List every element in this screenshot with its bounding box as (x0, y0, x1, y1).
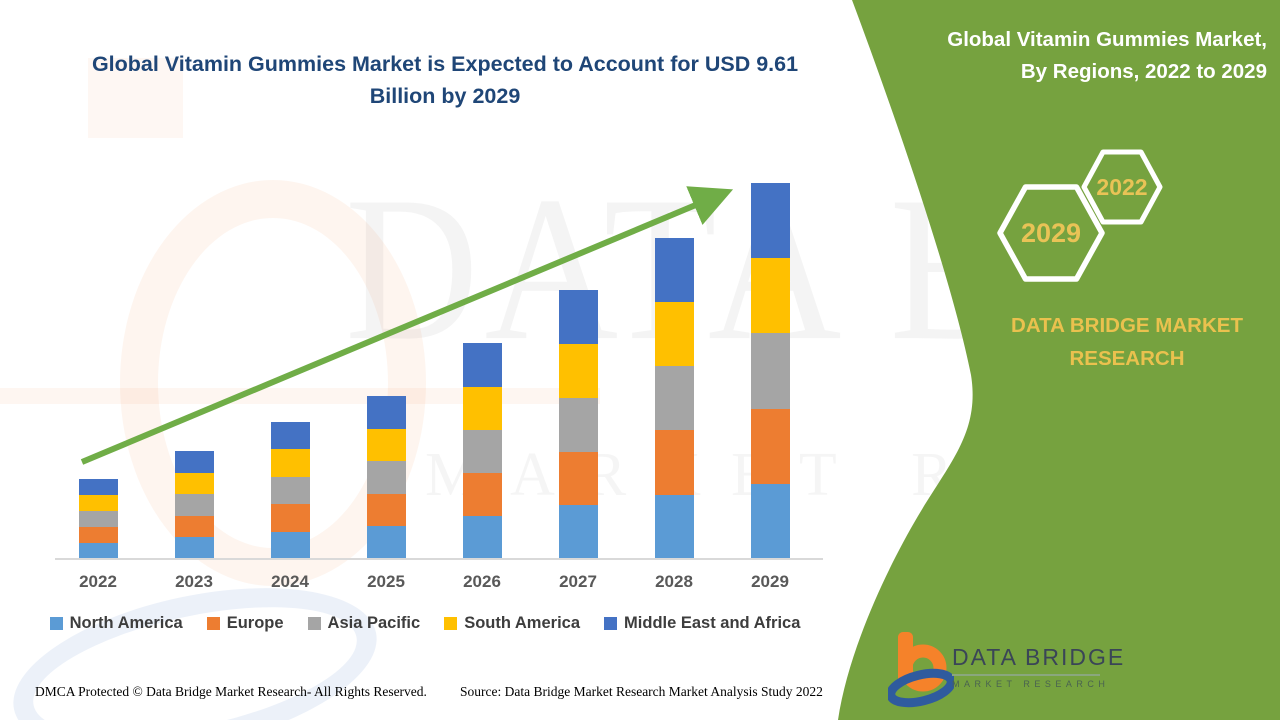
legend-label: Middle East and Africa (624, 614, 801, 632)
bar-slot-2026 (434, 167, 530, 559)
bar-segment-2024-middle-east-and-africa (270, 421, 310, 450)
stacked-bar-2024 (270, 421, 310, 559)
bar-segment-2022-north-america (78, 542, 118, 559)
logo-divider (952, 674, 1100, 676)
bar-segment-2028-asia-pacific (654, 366, 694, 431)
bar-segment-2028-middle-east-and-africa (654, 237, 694, 302)
logo-subtitle: MARKET RESEARCH (952, 678, 1110, 689)
databridge-logo-icon (888, 632, 954, 708)
bar-segment-2029-asia-pacific (750, 333, 790, 409)
bar-segment-2027-asia-pacific (558, 397, 598, 452)
bar-segment-2024-asia-pacific (270, 476, 310, 505)
bar-segment-2023-south-america (174, 472, 214, 495)
legend-swatch (604, 617, 618, 630)
stacked-bar-2026 (462, 343, 502, 559)
bar-slot-2022 (50, 167, 146, 559)
bar-segment-2029-north-america (750, 483, 790, 559)
chart-legend: North America Europe Asia Pacific South Ame… (0, 614, 850, 633)
bar-segment-2022-middle-east-and-africa (78, 478, 118, 495)
source-note: Source: Data Bridge Market Research Mark… (460, 684, 823, 699)
x-axis-label-2029: 2029 (751, 572, 789, 591)
x-axis-label-2024: 2024 (271, 572, 309, 591)
databridge-logo: DATA BRIDGE MARKET RESEARCH (888, 628, 1126, 716)
stacked-bar-2022 (78, 478, 118, 559)
bar-slot-2023 (146, 167, 242, 559)
dmca-notice: DMCA Protected © Data Bridge Market Rese… (35, 684, 427, 699)
panel-brand-text: DATA BRIDGE MARKET RESEARCH (1011, 314, 1243, 370)
bar-segment-2023-asia-pacific (174, 494, 214, 516)
bar-segment-2023-middle-east-and-africa (174, 451, 214, 473)
stacked-bar-2029 (750, 182, 790, 559)
bar-segment-2022-asia-pacific (78, 510, 118, 527)
x-axis-label-2025: 2025 (367, 572, 405, 591)
bar-segment-2027-europe (558, 451, 598, 506)
legend-swatch (307, 617, 321, 630)
bar-segment-2024-europe (270, 504, 310, 532)
legend-item-europe: Europe (206, 614, 284, 633)
bar-segment-2028-europe (654, 430, 694, 495)
stacked-bar-2027 (558, 290, 598, 559)
bar-segment-2022-europe (78, 526, 118, 543)
bar-segment-2026-middle-east-and-africa (462, 343, 502, 387)
logo-name: DATA BRIDGE (952, 644, 1126, 670)
chart-plot-area (50, 167, 818, 559)
x-axis-labels: 2022 2023 2024 2025 2026 2027 2028 2029 (50, 572, 818, 592)
legend-label: Asia Pacific (327, 614, 421, 632)
legend-label: Europe (226, 614, 284, 632)
bar-segment-2027-north-america (558, 505, 598, 559)
bar-slot-2027 (530, 167, 626, 559)
legend-item-north-america: North America (49, 614, 183, 633)
hexagon-badges: 2022 2029 (997, 149, 1163, 282)
bar-segment-2025-north-america (366, 526, 406, 559)
stacked-bar-2023 (174, 451, 214, 559)
legend-swatch (49, 617, 63, 630)
bar-segment-2022-south-america (78, 494, 118, 511)
bar-segment-2027-south-america (558, 344, 598, 398)
legend-item-asia-pacific: Asia Pacific (307, 614, 421, 633)
hexagon-2022-label: 2022 (1096, 174, 1147, 200)
legend-swatch (444, 617, 458, 630)
x-axis-label-2023: 2023 (175, 572, 213, 591)
bar-segment-2029-middle-east-and-africa (750, 182, 790, 258)
x-axis-label-2027: 2027 (559, 572, 597, 591)
bar-segment-2026-europe (462, 472, 502, 516)
bar-segment-2026-south-america (462, 386, 502, 430)
legend-label: North America (69, 614, 183, 632)
chart-title: Global Vitamin Gummies Market is Expecte… (91, 52, 799, 109)
x-axis-line (55, 558, 823, 560)
x-axis-label-2026: 2026 (463, 572, 501, 591)
x-axis-label-2022: 2022 (79, 572, 117, 591)
panel-heading: Global Vitamin Gummies Market, By Region… (947, 28, 1267, 83)
bar-segment-2024-north-america (270, 531, 310, 559)
bar-slot-2029 (722, 167, 818, 559)
bar-segment-2028-south-america (654, 301, 694, 367)
bar-segment-2024-south-america (270, 449, 310, 477)
bar-segment-2026-north-america (462, 515, 502, 559)
stacked-bar-2025 (366, 396, 406, 559)
legend-item-middle-east-and-africa: Middle East and Africa (604, 614, 800, 633)
bar-segment-2025-europe (366, 493, 406, 527)
bar-segment-2025-middle-east-and-africa (366, 396, 406, 429)
bar-slot-2025 (338, 167, 434, 559)
bar-segment-2023-north-america (174, 537, 214, 559)
bar-slot-2024 (242, 167, 338, 559)
legend-swatch (206, 617, 220, 630)
x-axis-label-2028: 2028 (655, 572, 693, 591)
bar-segment-2023-europe (174, 515, 214, 538)
legend-item-south-america: South America (444, 614, 580, 633)
bar-segment-2025-south-america (366, 428, 406, 462)
bar-segment-2025-asia-pacific (366, 461, 406, 494)
legend-label: South America (464, 614, 581, 632)
bar-segment-2027-middle-east-and-africa (558, 290, 598, 345)
hexagon-2029-label: 2029 (1021, 218, 1081, 248)
bar-segment-2026-asia-pacific (462, 429, 502, 473)
bar-slot-2028 (626, 167, 722, 559)
bar-segment-2028-north-america (654, 494, 694, 559)
bar-segment-2029-south-america (750, 258, 790, 334)
stacked-bar-2028 (654, 237, 694, 559)
bar-segment-2029-europe (750, 408, 790, 484)
